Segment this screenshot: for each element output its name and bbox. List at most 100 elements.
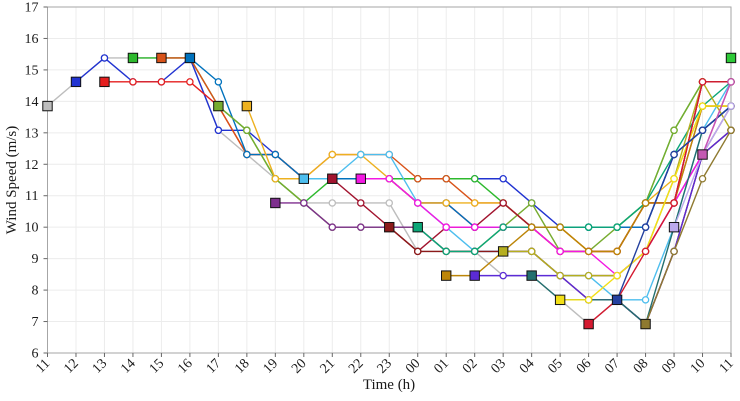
data-point-circle [556, 271, 564, 280]
data-point-circle [129, 78, 137, 86]
data-point-circle [100, 54, 109, 62]
data-point-circle [670, 150, 678, 159]
series-start-square [441, 270, 452, 281]
series-start-square [583, 318, 594, 330]
data-point-circle [357, 199, 365, 207]
series-start-square [725, 52, 737, 64]
svg-text:11: 11 [717, 356, 737, 376]
svg-text:00: 00 [403, 356, 424, 377]
svg-text:23: 23 [375, 356, 396, 377]
data-point-circle [584, 223, 593, 231]
data-point-circle [613, 247, 621, 256]
data-point-circle [727, 78, 735, 86]
svg-text:8: 8 [32, 284, 39, 299]
data-point-circle [584, 271, 593, 280]
series-start-square [327, 173, 338, 184]
series-line [701, 81, 732, 155]
series-start-square [611, 294, 623, 306]
svg-text:12: 12 [25, 158, 39, 173]
data-point-circle [328, 199, 337, 207]
svg-text:05: 05 [545, 356, 566, 377]
data-point-circle [470, 247, 479, 256]
forecast-series-08-21 [640, 126, 735, 330]
series-start-square [99, 76, 110, 88]
data-point-circle [442, 174, 450, 183]
data-point-circle [385, 199, 393, 207]
svg-text:18: 18 [232, 356, 253, 377]
svg-text:04: 04 [517, 356, 538, 377]
data-point-circle [641, 247, 650, 256]
svg-text:15: 15 [147, 356, 168, 377]
series-line [417, 81, 732, 253]
data-point-circle [157, 78, 166, 86]
data-point-circle [442, 223, 450, 231]
svg-text:16: 16 [25, 32, 39, 47]
data-point-circle [670, 247, 678, 256]
series-start-square [355, 173, 366, 184]
data-point-circle [584, 247, 593, 256]
forecast-series-16-5 [184, 52, 735, 231]
x-axis-label: Time (h) [362, 377, 416, 393]
data-point-circle [670, 199, 678, 207]
forecast-series-11-0 [42, 54, 735, 328]
svg-text:14: 14 [25, 95, 39, 110]
data-point-circle [385, 150, 393, 159]
series-line [644, 129, 732, 325]
series-line [246, 105, 731, 253]
series-start-square [184, 52, 196, 64]
series-line [132, 57, 731, 228]
data-point-circle [556, 247, 564, 256]
forecast-series-01-14 [441, 102, 735, 281]
data-point-circle [470, 199, 479, 207]
svg-text:10: 10 [688, 356, 709, 377]
x-tick-labels: 11 12 13 14 15 16 17 18 19 20 21 22 23 00 01 02 03 04 05 06… [33, 356, 737, 377]
svg-text:9: 9 [32, 252, 39, 267]
forecast-series-11-24 [725, 52, 737, 64]
svg-text:22: 22 [346, 356, 367, 377]
data-point-circle [727, 126, 735, 135]
data-point-circle [413, 174, 422, 183]
svg-text:14: 14 [118, 356, 139, 377]
forecast-series-10-23 [697, 78, 735, 160]
svg-text:17: 17 [25, 1, 39, 16]
svg-text:13: 13 [25, 126, 39, 141]
data-point-circle [698, 78, 707, 86]
series-start-square [156, 52, 167, 64]
data-point-circle [328, 150, 337, 159]
data-point-circle [470, 223, 479, 231]
svg-text:6: 6 [32, 347, 39, 362]
svg-text:11: 11 [25, 189, 38, 204]
data-point-circle [499, 174, 507, 183]
svg-text:02: 02 [460, 356, 481, 377]
series-start-square [526, 270, 537, 281]
series-start-square [127, 52, 139, 64]
series-start-square [697, 149, 708, 160]
svg-text:09: 09 [659, 356, 680, 377]
series-start-square [384, 221, 395, 233]
data-point-circle [670, 174, 678, 183]
data-point-circle [641, 223, 650, 231]
data-point-circle [698, 102, 707, 110]
data-point-circle [271, 150, 280, 159]
series-start-square [640, 318, 651, 330]
svg-text:12: 12 [61, 356, 82, 377]
data-point-circle [499, 199, 507, 207]
series-start-square [554, 294, 566, 306]
data-point-circle [357, 150, 365, 159]
data-point-circle [442, 199, 450, 207]
svg-text:03: 03 [488, 356, 509, 377]
data-point-circle [413, 247, 422, 256]
data-point-circle [499, 223, 507, 231]
data-point-circle [243, 126, 251, 135]
series-start-square [298, 173, 310, 184]
series-start-square [469, 270, 480, 281]
data-point-circle [186, 78, 194, 86]
data-point-circle [470, 174, 479, 183]
svg-text:21: 21 [318, 356, 339, 377]
series-line [75, 56, 732, 228]
svg-text:08: 08 [631, 356, 652, 377]
svg-text:19: 19 [261, 356, 282, 377]
data-point-circle [271, 174, 280, 183]
